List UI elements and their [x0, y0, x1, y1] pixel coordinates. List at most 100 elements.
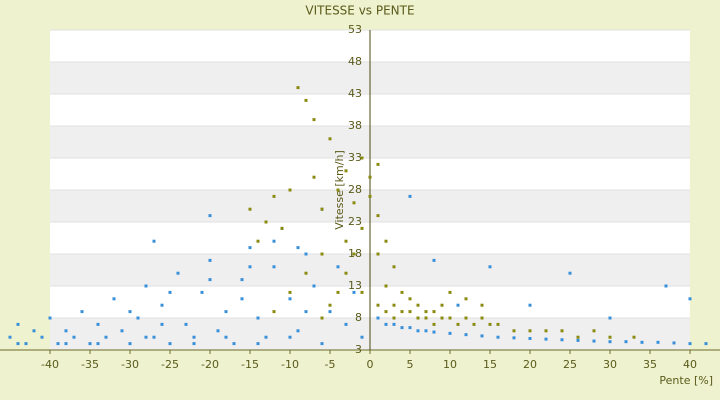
point	[408, 297, 412, 301]
point	[384, 322, 388, 326]
point	[632, 335, 636, 339]
x-tick-label: 15	[483, 358, 497, 371]
point	[392, 303, 396, 307]
point	[288, 297, 292, 301]
point	[448, 290, 452, 294]
point	[352, 290, 356, 294]
point	[432, 310, 436, 314]
point	[152, 335, 156, 339]
point	[176, 271, 180, 275]
x-tick-label: 25	[563, 358, 577, 371]
point	[416, 329, 420, 333]
point	[488, 322, 492, 326]
point	[288, 188, 292, 192]
point	[256, 316, 260, 320]
x-tick-label: 5	[407, 358, 414, 371]
point	[112, 297, 116, 301]
y-tick-label: 48	[348, 55, 362, 68]
point	[512, 329, 516, 333]
point	[560, 329, 564, 333]
point	[424, 316, 428, 320]
point	[560, 338, 564, 342]
point	[344, 239, 348, 243]
point	[80, 310, 84, 314]
point	[424, 329, 428, 333]
point	[256, 342, 260, 346]
point	[448, 331, 452, 335]
point	[96, 322, 100, 326]
point	[8, 335, 12, 339]
point	[328, 137, 332, 141]
point	[272, 194, 276, 198]
point	[72, 335, 76, 339]
y-tick-label: 38	[348, 119, 362, 132]
point	[64, 329, 68, 333]
y-tick-label: 33	[348, 151, 362, 164]
point	[208, 278, 212, 282]
point	[232, 342, 236, 346]
point	[32, 329, 36, 333]
point	[640, 340, 644, 344]
point	[288, 290, 292, 294]
point	[360, 290, 364, 294]
point	[256, 239, 260, 243]
y-tick-label: 13	[348, 279, 362, 292]
point	[440, 303, 444, 307]
point	[208, 258, 212, 262]
point	[248, 265, 252, 269]
point	[184, 322, 188, 326]
point	[272, 265, 276, 269]
point	[24, 342, 28, 346]
point	[400, 290, 404, 294]
x-tick-label: -25	[161, 358, 179, 371]
point	[304, 310, 308, 314]
point	[448, 316, 452, 320]
point	[544, 337, 548, 341]
point	[128, 310, 132, 314]
point	[344, 322, 348, 326]
point	[352, 252, 356, 256]
point	[408, 310, 412, 314]
point	[320, 316, 324, 320]
point	[464, 333, 468, 337]
point	[168, 342, 172, 346]
point	[248, 207, 252, 211]
point	[488, 265, 492, 269]
point	[376, 214, 380, 218]
point	[40, 335, 44, 339]
point	[272, 239, 276, 243]
point	[336, 290, 340, 294]
point	[392, 322, 396, 326]
point	[336, 265, 340, 269]
point	[88, 342, 92, 346]
point	[240, 278, 244, 282]
x-tick-label: 20	[523, 358, 537, 371]
point	[344, 271, 348, 275]
point	[408, 326, 412, 330]
point	[104, 335, 108, 339]
point	[576, 338, 580, 342]
point	[224, 335, 228, 339]
point	[208, 214, 212, 218]
point	[264, 335, 268, 339]
point	[424, 310, 428, 314]
point	[544, 329, 548, 333]
point	[304, 252, 308, 256]
point	[416, 303, 420, 307]
point	[416, 316, 420, 320]
point	[16, 322, 20, 326]
point	[664, 284, 668, 288]
point	[480, 316, 484, 320]
point	[144, 284, 148, 288]
x-tick-label: 30	[603, 358, 617, 371]
point	[368, 194, 372, 198]
point	[280, 226, 284, 230]
point	[440, 316, 444, 320]
y-tick-label: 23	[348, 215, 362, 228]
point	[312, 175, 316, 179]
point	[432, 322, 436, 326]
point	[480, 303, 484, 307]
point	[528, 303, 532, 307]
point	[248, 246, 252, 250]
point	[464, 316, 468, 320]
